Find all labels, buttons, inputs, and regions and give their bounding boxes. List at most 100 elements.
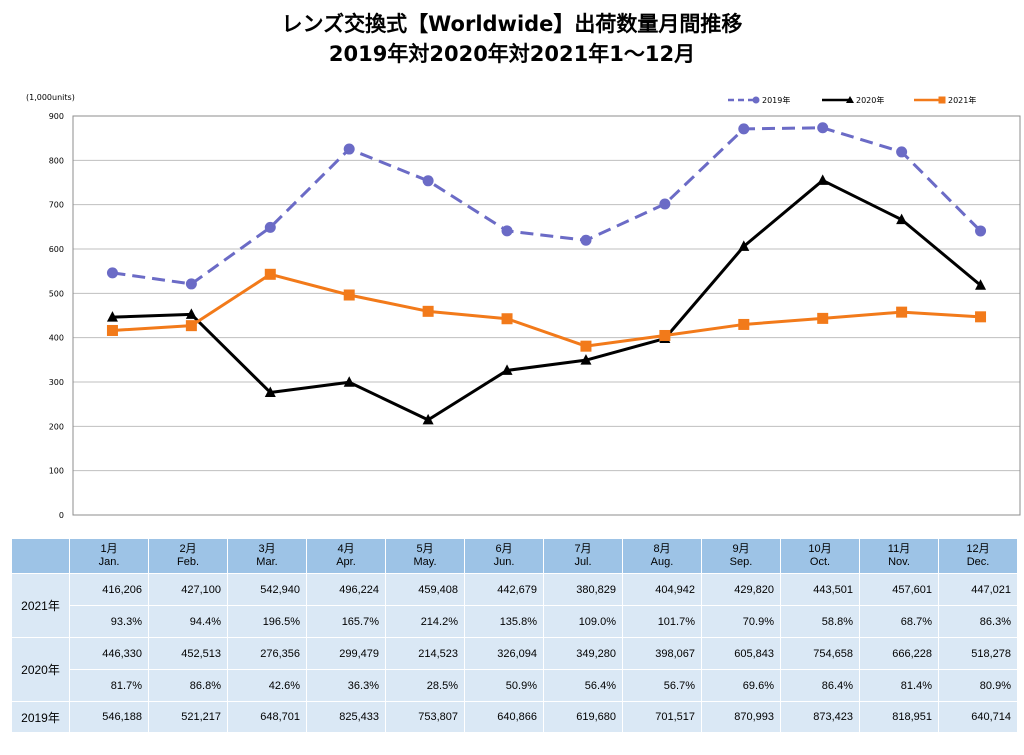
units-cell: 276,356 xyxy=(227,637,307,670)
units-cell: 818,951 xyxy=(859,701,939,733)
data-point-12月 xyxy=(975,311,987,323)
month-header: 4月 Apr. xyxy=(306,538,386,574)
line-chart: (1,000units) 0 100 200 300 400 500 600 700 800 90… xyxy=(26,93,1021,520)
units-cell: 404,942 xyxy=(622,573,702,606)
ratio-cell: 86.8% xyxy=(148,669,228,702)
data-point-5月 xyxy=(422,413,434,425)
month-jp: 7月 xyxy=(574,543,592,555)
table-row: 93.3% 94.4% 196.5% 165.7% 214.2% 135.8% 109.0%… xyxy=(12,605,1018,638)
units-cell: 452,513 xyxy=(148,637,228,670)
units-cell: 605,843 xyxy=(701,637,781,670)
table-header-row: 1月 Jan. 2月 Feb. 3月 Mar. 4月 Apr. 5月 May. 6月 Jun. 7月 Ju… xyxy=(11,538,1018,574)
y-tick-labels: 0 100 200 300 400 500 600 700 800 900 xyxy=(49,112,64,520)
legend-marker xyxy=(752,96,760,104)
month-header: 9月 Sep. xyxy=(701,538,781,574)
month-header: 5月 May. xyxy=(385,538,465,574)
month-en: Jul. xyxy=(574,556,592,568)
legend-marker xyxy=(846,96,854,103)
y-tick-label: 800 xyxy=(49,156,64,165)
ratio-cell: 165.7% xyxy=(306,605,386,638)
data-point-5月 xyxy=(422,305,434,317)
data-point-1月 xyxy=(106,311,118,322)
y-tick-label: 500 xyxy=(49,289,64,298)
y-tick-label: 200 xyxy=(49,422,64,431)
data-point-6月 xyxy=(501,364,513,375)
ratio-cell: 81.7% xyxy=(69,669,149,702)
month-en: Jun. xyxy=(493,556,515,568)
series-2020年 xyxy=(106,174,987,425)
ratio-cell: 135.8% xyxy=(464,605,544,638)
ratio-cell: 28.5% xyxy=(385,669,465,702)
y-tick-label: 100 xyxy=(49,467,64,476)
units-cell: 326,094 xyxy=(464,637,544,670)
data-point-6月 xyxy=(501,225,513,237)
month-header: 1月 Jan. xyxy=(69,538,149,574)
units-cell: 496,224 xyxy=(306,573,386,606)
month-header: 12月 Dec. xyxy=(938,538,1018,574)
chart-subtitle: 2019年対2020年対2021年1～12月 xyxy=(328,42,696,66)
data-point-2月 xyxy=(185,308,197,319)
series-line xyxy=(112,178,982,422)
units-cell: 518,278 xyxy=(938,637,1018,670)
units-cell: 447,021 xyxy=(938,573,1018,606)
data-point-3月 xyxy=(264,268,276,280)
month-jp: 1月 xyxy=(100,543,118,555)
legend-label: 2019年 xyxy=(762,95,790,105)
data-point-1月 xyxy=(106,267,118,279)
ratio-cell: 70.9% xyxy=(701,605,781,638)
table-corner-cell xyxy=(11,538,70,574)
row-label: 2019年 xyxy=(11,701,70,733)
month-header: 11月 Nov. xyxy=(859,538,939,574)
legend: 2019年 2020年 2021年 xyxy=(728,95,976,105)
data-point-9月 xyxy=(738,240,750,251)
units-cell: 299,479 xyxy=(306,637,386,670)
data-point-7月 xyxy=(580,340,592,352)
y-tick-label: 300 xyxy=(49,378,64,387)
ratio-cell: 36.3% xyxy=(306,669,386,702)
ratio-cell: 86.4% xyxy=(780,669,860,702)
month-jp: 4月 xyxy=(337,543,355,555)
month-en: May. xyxy=(413,556,437,568)
ratio-cell: 196.5% xyxy=(227,605,307,638)
series-2019年 xyxy=(106,122,987,290)
data-point-8月 xyxy=(659,198,671,210)
ratio-cell: 42.6% xyxy=(227,669,307,702)
month-header: 6月 Jun. xyxy=(464,538,544,574)
row-label: 2021年 xyxy=(11,573,70,638)
chart-title: レンズ交換式【Worldwide】出荷数量月間推移 xyxy=(281,12,743,36)
series-line xyxy=(112,272,981,348)
data-point-4月 xyxy=(343,376,355,387)
units-cell: 753,807 xyxy=(385,701,465,733)
legend-label: 2020年 xyxy=(856,95,884,105)
month-header: 8月 Aug. xyxy=(622,538,702,574)
units-cell: 666,228 xyxy=(859,637,939,670)
month-en: Mar. xyxy=(256,556,278,568)
units-cell: 521,217 xyxy=(148,701,228,733)
data-point-12月 xyxy=(975,279,987,290)
units-cell: 542,940 xyxy=(227,573,307,606)
data-point-1月 xyxy=(106,324,118,336)
series-2021年 xyxy=(106,268,987,352)
y-tick-label: 0 xyxy=(59,511,64,520)
units-cell: 701,517 xyxy=(622,701,702,733)
y-tick-label: 600 xyxy=(49,245,64,254)
table-row: 2021年 416,206 427,100 542,940 496,224 459,408… xyxy=(11,573,1018,638)
units-cell: 648,701 xyxy=(227,701,307,733)
units-cell: 457,601 xyxy=(859,573,939,606)
month-jp: 9月 xyxy=(732,543,750,555)
ratio-cell: 68.7% xyxy=(859,605,939,638)
ratio-cell: 81.4% xyxy=(859,669,939,702)
month-jp: 5月 xyxy=(416,543,434,555)
units-cell: 459,408 xyxy=(385,573,465,606)
plot-area-border xyxy=(72,115,1021,516)
table-row: 2020年 446,330 452,513 276,356 299,479 214,523… xyxy=(11,637,1018,702)
ratio-cell: 56.7% xyxy=(622,669,702,702)
table-row: 2019年 546,188 521,217 648,701 825,433 753,807… xyxy=(11,701,1018,733)
y-unit-label: (1,000units) xyxy=(26,93,75,102)
data-point-3月 xyxy=(264,386,276,397)
data-point-7月 xyxy=(580,354,592,365)
series-line xyxy=(112,126,982,286)
data-point-4月 xyxy=(343,289,355,301)
data-point-11月 xyxy=(896,146,908,158)
ratio-cell: 50.9% xyxy=(464,669,544,702)
